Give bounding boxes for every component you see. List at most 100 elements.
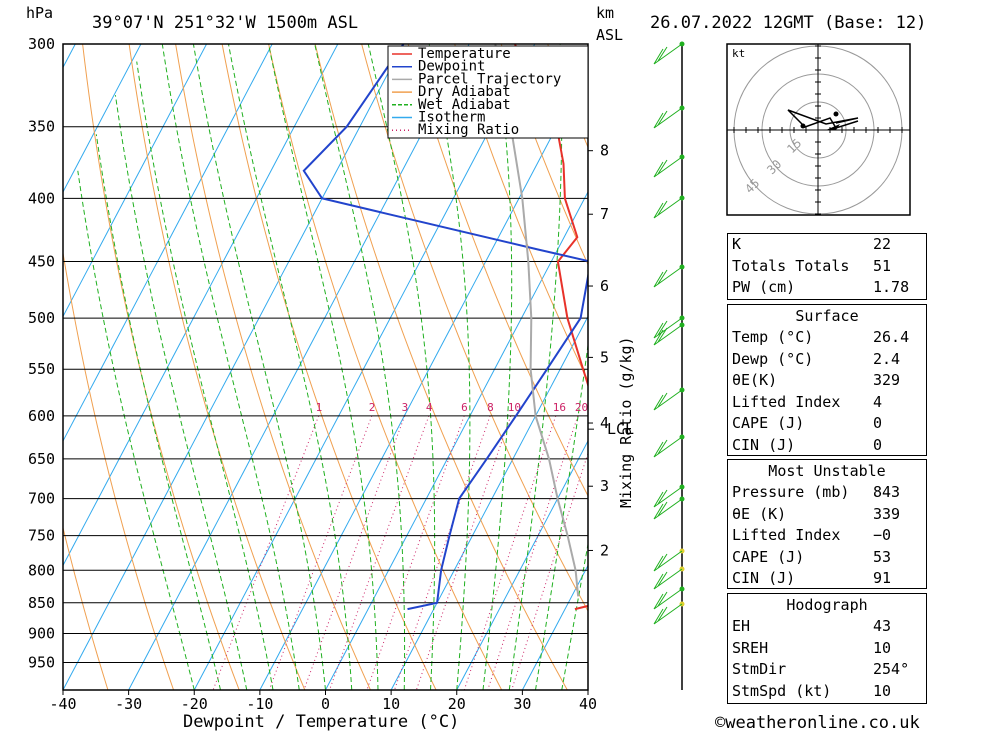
surface-panel: Surface Temp (°C) 26.4 Dewp (°C) 2.4 θE(K) 32…: [727, 304, 927, 456]
most-unstable-row: Pressure (mb) 843: [728, 482, 926, 504]
x-tick-label: -10: [246, 695, 273, 713]
pressure-tick-label: 650: [28, 450, 55, 468]
mixing-ratio-label: 3: [402, 401, 409, 414]
wind-barb: [653, 486, 683, 508]
most-unstable-key: CAPE (J): [732, 547, 805, 566]
isotherm-line: [63, 44, 142, 193]
wind-barb: [653, 317, 683, 339]
hodograph-point: [833, 111, 839, 117]
wind-barb: [653, 588, 683, 610]
hodograph-table-panel: Hodograph EH 43 SREH 10 StmDir 254° StmSpd (kt…: [727, 593, 927, 704]
dry-adiabat-line: [361, 44, 588, 613]
wind-profile: [653, 41, 685, 690]
wind-barb: [653, 436, 683, 458]
isotherm-line: [390, 315, 588, 690]
hodograph-param-row: StmDir 254°: [728, 659, 926, 681]
pressure-tick-label: 450: [28, 253, 55, 271]
isotherm-line: [128, 44, 470, 690]
mixing-ratio-line: [329, 415, 430, 690]
hodograph-param-value: 10: [873, 638, 892, 657]
index-key: PW (cm): [732, 278, 796, 296]
index-value: 1.78: [873, 278, 910, 296]
surface-value: 4: [873, 392, 883, 411]
index-value: 22: [873, 235, 892, 253]
surface-row: Temp (°C) 26.4: [728, 327, 926, 349]
index-value: 51: [873, 256, 892, 275]
most-unstable-key: θE (K): [732, 504, 787, 523]
surface-value: 0: [873, 435, 883, 454]
storm-motion-arrow: [826, 124, 840, 130]
hodograph-unit: kt: [732, 47, 745, 60]
wind-barb: [653, 498, 683, 520]
surface-key: Dewp (°C): [732, 349, 814, 368]
datetime: 26.07.2022 12GMT (Base: 12): [650, 13, 926, 33]
wet-adiabat-line: [161, 44, 300, 690]
hodograph-param-key: SREH: [732, 638, 769, 657]
mixing-ratio-line: [366, 415, 465, 690]
km-tick-label: 4: [600, 414, 609, 432]
surface-key: Lifted Index: [732, 392, 841, 411]
most-unstable-key: Pressure (mb): [732, 483, 850, 501]
index-row: K 22: [728, 234, 926, 256]
legend-label: Parcel Trajectory: [418, 71, 561, 87]
x-axis-label: Dewpoint / Temperature (°C): [183, 712, 459, 732]
wind-barb: [653, 389, 683, 411]
surface-key: θE(K): [732, 371, 778, 389]
mixing-ratio-label: 20: [575, 401, 588, 414]
dry-adiabat-line: [500, 44, 588, 266]
pressure-tick-label: 400: [28, 189, 55, 207]
mixing-ratio-label: 1: [316, 401, 323, 414]
pressure-tick-label: 800: [28, 561, 55, 579]
surface-key: CAPE (J): [732, 414, 805, 432]
wind-barb: [653, 197, 683, 219]
x-tick-label: -30: [115, 695, 142, 713]
dry-adiabat-line: [63, 250, 175, 690]
x-tick-label: -20: [181, 695, 208, 713]
hodograph-param-row: StmSpd (kt) 10: [728, 681, 926, 703]
hpa-label: hPa: [26, 4, 53, 22]
wind-barb: [653, 43, 683, 65]
wind-barb: [653, 324, 683, 346]
most-unstable-key: Lifted Index: [732, 526, 841, 544]
most-unstable-row: θE (K) 339: [728, 504, 926, 526]
wind-barb: [653, 107, 683, 129]
hodograph-param-value: 10: [873, 681, 892, 700]
copyright: ©weatheronline.co.uk: [715, 713, 920, 733]
mixing-ratio-line: [212, 415, 320, 690]
isotherm-line: [63, 44, 273, 443]
surface-row: CIN (J) 0: [728, 435, 926, 457]
km-label: km: [596, 4, 614, 22]
mixing-ratio-label: 8: [487, 401, 494, 414]
hodograph-param-key: EH: [732, 617, 751, 635]
km-tick-label: 5: [600, 348, 609, 366]
pressure-tick-label: 900: [28, 624, 55, 642]
temperature-line: [514, 44, 588, 611]
legend-label: Temperature: [418, 46, 511, 62]
legend-label: Wet Adiabat: [418, 97, 511, 113]
x-tick-label: 10: [382, 695, 400, 713]
most-unstable-value: 53: [873, 547, 892, 566]
wet-adiabat-line: [114, 95, 248, 690]
km-tick-label: 6: [600, 277, 609, 295]
most-unstable-key: CIN (J): [732, 569, 796, 587]
wind-barb: [653, 156, 683, 178]
hodograph-param-key: StmDir: [732, 660, 787, 678]
index-key: Totals Totals: [732, 256, 850, 275]
mixing-ratio-line: [511, 451, 588, 690]
legend-label: Dewpoint: [418, 59, 485, 75]
index-key: K: [732, 235, 742, 253]
surface-row: θE(K) 329: [728, 370, 926, 392]
surface-title: Surface: [795, 307, 859, 325]
x-tick-label: 0: [321, 695, 330, 713]
most-unstable-value: 91: [873, 569, 892, 587]
pressure-tick-label: 750: [28, 527, 55, 545]
most-unstable-title: Most Unstable: [768, 462, 886, 480]
hodograph-param-key: StmSpd (kt): [732, 681, 832, 700]
isotherm-line: [521, 564, 588, 690]
axes: 3003504004505005506006507007508008509009…: [28, 35, 634, 713]
dry-adiabat-line: [407, 44, 588, 497]
hodograph-point: [800, 123, 806, 129]
parcel-trajectory-line: [494, 44, 580, 597]
wet-adiabat-line: [508, 44, 563, 690]
